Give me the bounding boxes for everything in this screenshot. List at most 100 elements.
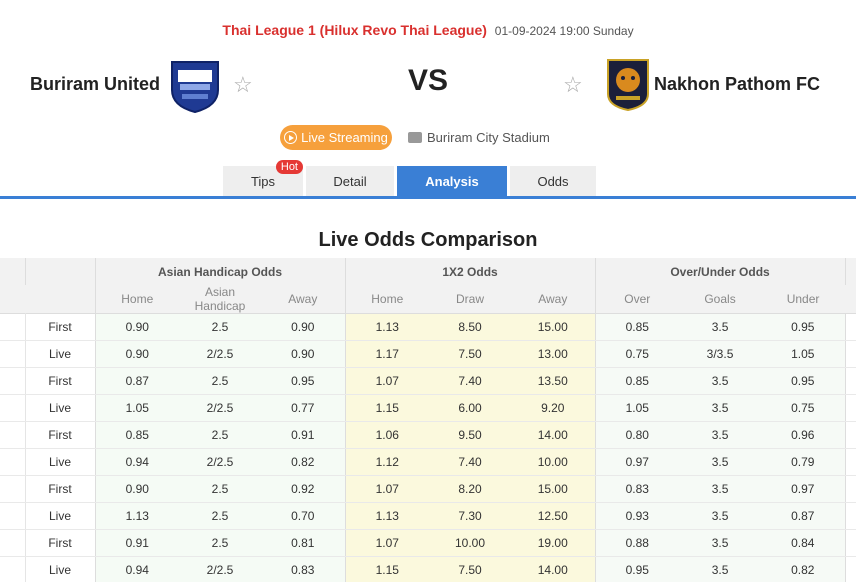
odds-value-cell[interactable]: 0.94 [94, 556, 179, 582]
odds-value-cell[interactable]: 0.85 [594, 367, 680, 395]
odds-value-cell[interactable]: 0.87 [761, 502, 846, 530]
odds-value-cell[interactable]: 0.90 [94, 340, 179, 368]
odds-value-cell[interactable]: 0.91 [94, 529, 179, 557]
odds-value-cell[interactable]: 0.81 [261, 529, 346, 557]
odds-value-cell[interactable]: 0.75 [594, 340, 680, 368]
odds-value-cell[interactable]: 0.96 [761, 421, 846, 449]
odds-value-cell[interactable]: 2.5 [179, 475, 261, 503]
odds-value-cell[interactable]: 0.87 [94, 367, 179, 395]
odds-value-cell[interactable]: 0.88 [594, 529, 680, 557]
odds-value-cell[interactable]: 1.07 [344, 367, 430, 395]
odds-value-cell[interactable]: 1.05 [94, 394, 179, 422]
odds-value-cell[interactable]: 1.05 [594, 394, 680, 422]
odds-value-cell[interactable]: 0.82 [761, 556, 846, 582]
bookmaker-cell[interactable] [0, 340, 26, 368]
odds-value-cell[interactable]: 0.90 [94, 475, 179, 503]
tab-odds[interactable]: Odds [510, 166, 596, 196]
odds-row[interactable]: Live 0.94 2/2.5 0.82 1.12 7.40 10.00 0.97 3.5 0.7… [0, 448, 856, 476]
bookmaker-cell[interactable] [0, 394, 26, 422]
odds-value-cell[interactable]: 7.50 [429, 340, 512, 368]
odds-value-cell[interactable]: 0.82 [261, 448, 346, 476]
odds-value-cell[interactable]: 0.85 [594, 313, 680, 341]
odds-value-cell[interactable]: 13.00 [511, 340, 596, 368]
tab-analysis[interactable]: Analysis [397, 166, 507, 196]
odds-value-cell[interactable]: 2.5 [179, 421, 261, 449]
odds-value-cell[interactable]: 14.00 [511, 556, 596, 582]
away-team-name[interactable]: Nakhon Pathom FC [653, 74, 820, 94]
odds-value-cell[interactable]: 2.5 [179, 502, 261, 530]
bookmaker-cell[interactable] [0, 448, 26, 476]
odds-value-cell[interactable]: 0.85 [94, 421, 179, 449]
favorite-home-star-icon[interactable]: ☆ [233, 72, 253, 97]
odds-row[interactable]: First 0.91 2.5 0.81 1.07 10.00 19.00 0.88 3.5 0.8… [0, 529, 856, 557]
odds-row[interactable]: Live 0.94 2/2.5 0.83 1.15 7.50 14.00 0.95 3.5 0.8… [0, 556, 856, 582]
live-streaming-button[interactable]: Live Streaming [280, 125, 392, 150]
odds-value-cell[interactable]: 12.50 [511, 502, 596, 530]
odds-value-cell[interactable]: 1.13 [94, 502, 179, 530]
odds-value-cell[interactable]: 1.17 [344, 340, 430, 368]
odds-value-cell[interactable]: 1.13 [344, 502, 430, 530]
odds-value-cell[interactable]: 2/2.5 [179, 340, 261, 368]
tab-detail[interactable]: Detail [306, 166, 394, 196]
odds-value-cell[interactable]: 0.95 [761, 313, 846, 341]
odds-value-cell[interactable]: 1.13 [344, 313, 430, 341]
odds-value-cell[interactable]: 14.00 [511, 421, 596, 449]
odds-value-cell[interactable]: 7.40 [429, 448, 512, 476]
odds-value-cell[interactable]: 0.90 [261, 340, 346, 368]
odds-value-cell[interactable]: 0.95 [261, 367, 346, 395]
odds-value-cell[interactable]: 9.20 [511, 394, 596, 422]
odds-value-cell[interactable]: 0.92 [261, 475, 346, 503]
odds-value-cell[interactable]: 0.91 [261, 421, 346, 449]
home-team-name[interactable]: Buriram United [30, 74, 161, 94]
odds-value-cell[interactable]: 0.83 [261, 556, 346, 582]
odds-value-cell[interactable]: 0.95 [594, 556, 680, 582]
odds-value-cell[interactable]: 3.5 [679, 421, 762, 449]
odds-value-cell[interactable]: 10.00 [511, 448, 596, 476]
odds-value-cell[interactable]: 0.75 [761, 394, 846, 422]
odds-value-cell[interactable]: 2.5 [179, 529, 261, 557]
odds-value-cell[interactable]: 1.12 [344, 448, 430, 476]
odds-value-cell[interactable]: 3.5 [679, 313, 762, 341]
bookmaker-cell[interactable] [0, 502, 26, 530]
bookmaker-cell[interactable] [0, 556, 26, 582]
odds-value-cell[interactable]: 3.5 [679, 502, 762, 530]
odds-value-cell[interactable]: 1.15 [344, 556, 430, 582]
odds-value-cell[interactable]: 8.20 [429, 475, 512, 503]
odds-value-cell[interactable]: 6.00 [429, 394, 512, 422]
odds-value-cell[interactable]: 7.40 [429, 367, 512, 395]
odds-value-cell[interactable]: 0.90 [261, 313, 346, 341]
odds-value-cell[interactable]: 2/2.5 [179, 448, 261, 476]
odds-value-cell[interactable]: 2/2.5 [179, 394, 261, 422]
odds-value-cell[interactable]: 2.5 [179, 367, 261, 395]
odds-value-cell[interactable]: 8.50 [429, 313, 512, 341]
bookmaker-cell[interactable] [0, 529, 26, 557]
odds-value-cell[interactable]: 0.79 [761, 448, 846, 476]
odds-row[interactable]: First 0.85 2.5 0.91 1.06 9.50 14.00 0.80 3.5 0.96 [0, 421, 856, 449]
odds-value-cell[interactable]: 19.00 [511, 529, 596, 557]
odds-value-cell[interactable]: 13.50 [511, 367, 596, 395]
odds-value-cell[interactable]: 3.5 [679, 448, 762, 476]
odds-row[interactable]: First 0.90 2.5 0.92 1.07 8.20 15.00 0.83 3.5 0.97 [0, 475, 856, 503]
odds-value-cell[interactable]: 0.95 [761, 367, 846, 395]
odds-value-cell[interactable]: 10.00 [429, 529, 512, 557]
odds-value-cell[interactable]: 1.15 [344, 394, 430, 422]
odds-value-cell[interactable]: 7.30 [429, 502, 512, 530]
odds-value-cell[interactable]: 3.5 [679, 529, 762, 557]
odds-value-cell[interactable]: 2.5 [179, 313, 261, 341]
favorite-away-star-icon[interactable]: ☆ [563, 72, 583, 97]
odds-row[interactable]: Live 0.90 2/2.5 0.90 1.17 7.50 13.00 0.75 3/3.5 1… [0, 340, 856, 368]
odds-value-cell[interactable]: 0.97 [761, 475, 846, 503]
odds-value-cell[interactable]: 1.07 [344, 475, 430, 503]
odds-value-cell[interactable]: 0.70 [261, 502, 346, 530]
league-name[interactable]: Thai League 1 (Hilux Revo Thai League) [222, 22, 487, 38]
odds-value-cell[interactable]: 0.83 [594, 475, 680, 503]
odds-value-cell[interactable]: 3.5 [679, 556, 762, 582]
away-team-logo[interactable] [604, 56, 652, 112]
odds-value-cell[interactable]: 1.07 [344, 529, 430, 557]
odds-value-cell[interactable]: 3.5 [679, 367, 762, 395]
odds-row[interactable]: First 0.90 2.5 0.90 1.13 8.50 15.00 0.85 3.5 0.95 [0, 313, 856, 341]
odds-value-cell[interactable]: 0.97 [594, 448, 680, 476]
odds-value-cell[interactable]: 15.00 [511, 313, 596, 341]
bookmaker-cell[interactable] [0, 313, 26, 341]
odds-value-cell[interactable]: 1.05 [761, 340, 846, 368]
